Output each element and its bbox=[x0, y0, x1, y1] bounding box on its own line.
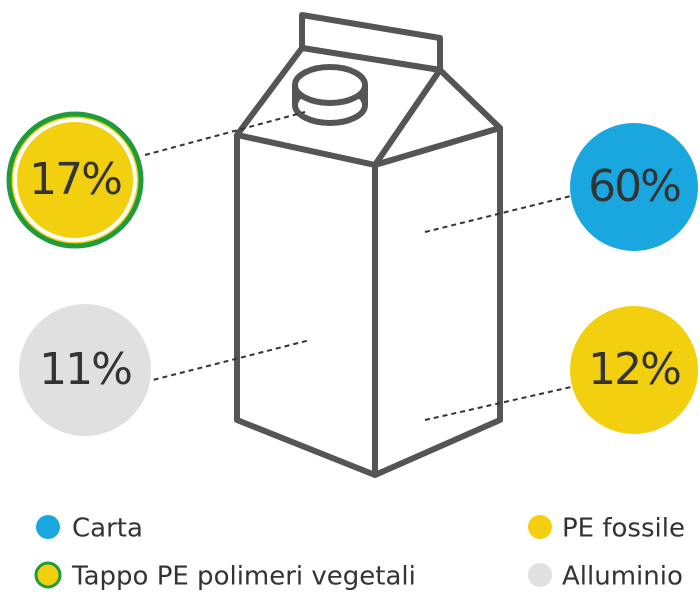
legend-label: Carta bbox=[72, 514, 143, 544]
carton bbox=[237, 15, 500, 475]
callout-label: 12% bbox=[588, 344, 680, 395]
legend-label: Tappo PE polimeri vegetali bbox=[71, 562, 416, 592]
legend-dot bbox=[36, 515, 60, 539]
legend-label: Alluminio bbox=[562, 562, 683, 592]
callout-label: 60% bbox=[588, 161, 680, 212]
legend-dot bbox=[528, 563, 552, 587]
legend-dot bbox=[36, 563, 60, 587]
legend-label: PE fossile bbox=[562, 514, 685, 544]
callout-label: 17% bbox=[29, 154, 121, 205]
callout-label: 11% bbox=[39, 344, 131, 395]
infographic: 17% 60% 11% 12% Carta Tappo PE polimeri … bbox=[0, 0, 700, 593]
legend-dot bbox=[528, 515, 552, 539]
